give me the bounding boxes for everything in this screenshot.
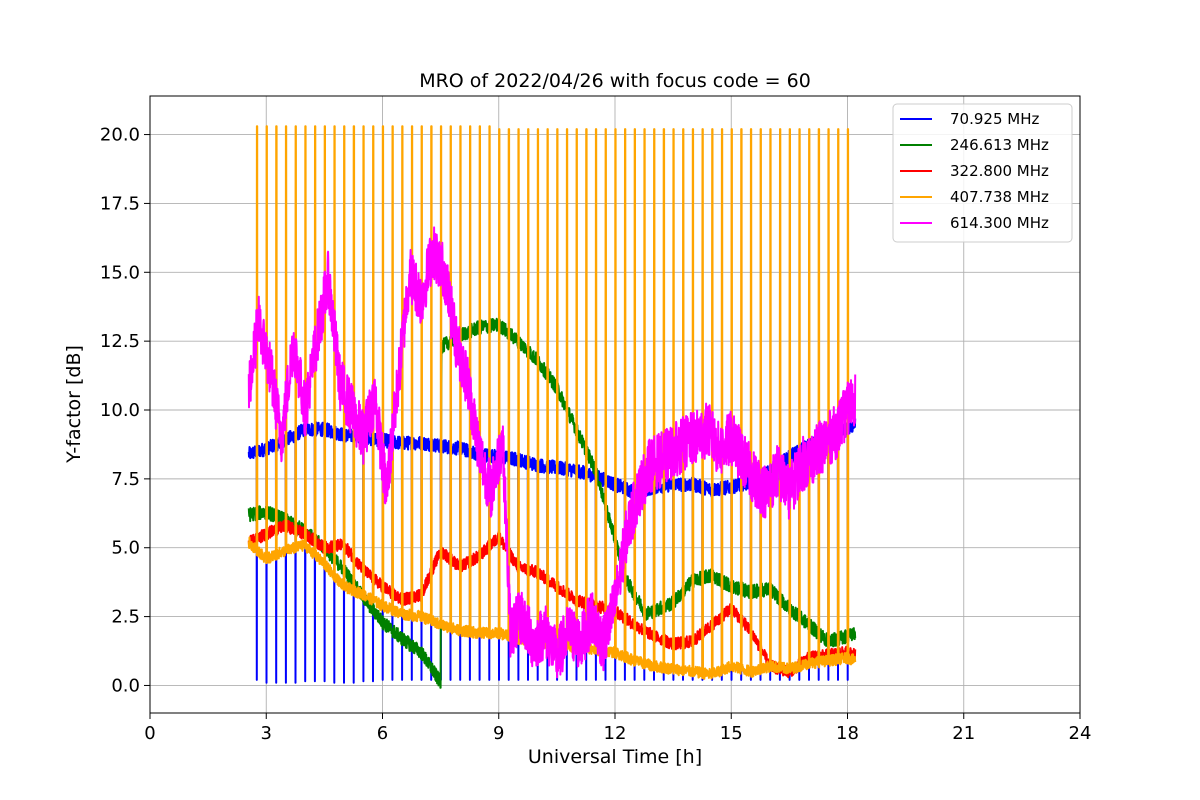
legend-label-4: 614.300 MHz <box>950 214 1049 232</box>
x-tick-label: 12 <box>604 723 627 744</box>
x-tick-label: 3 <box>261 723 272 744</box>
chart-title: MRO of 2022/04/26 with focus code = 60 <box>419 70 811 92</box>
legend-box <box>892 103 1073 243</box>
y-tick-label: 12.5 <box>100 331 140 352</box>
x-axis-ticks: 0 3 6 9 12 15 18 21 24 <box>144 713 1091 744</box>
y-axis-label: Y-factor [dB] <box>63 345 85 464</box>
y-tick-label: 7.5 <box>111 469 140 490</box>
series-line-4 <box>247 226 857 679</box>
x-tick-label: 21 <box>952 723 975 744</box>
y-axis-ticks: 0.0 2.5 5.0 7.5 10.0 12.5 15.0 17.5 20.0 <box>100 125 150 696</box>
x-tick-label: 9 <box>493 723 504 744</box>
legend-label-1: 246.613 MHz <box>950 136 1049 154</box>
legend-label-2: 322.800 MHz <box>950 162 1049 180</box>
y-tick-label: 0.0 <box>111 675 140 696</box>
legend-label-0: 70.925 MHz <box>950 110 1039 128</box>
y-tick-label: 5.0 <box>111 538 140 559</box>
y-tick-label: 20.0 <box>100 125 140 146</box>
x-tick-label: 6 <box>377 723 388 744</box>
legend: 70.925 MHz 246.613 MHz 322.800 MHz 407.738 … <box>892 103 1073 243</box>
x-axis-label: Universal Time [h] <box>528 746 702 768</box>
x-tick-label: 18 <box>836 723 859 744</box>
series-line-1 <box>247 317 857 689</box>
x-tick-label: 15 <box>720 723 743 744</box>
x-tick-label: 0 <box>144 723 155 744</box>
y-tick-label: 17.5 <box>100 193 140 214</box>
y-tick-label: 10.0 <box>100 400 140 421</box>
x-tick-label: 24 <box>1069 723 1092 744</box>
legend-label-3: 407.738 MHz <box>950 188 1049 206</box>
y-tick-label: 2.5 <box>111 607 140 628</box>
y-tick-label: 15.0 <box>100 262 140 283</box>
series-layer <box>247 125 857 689</box>
series-line-2 <box>247 518 857 679</box>
